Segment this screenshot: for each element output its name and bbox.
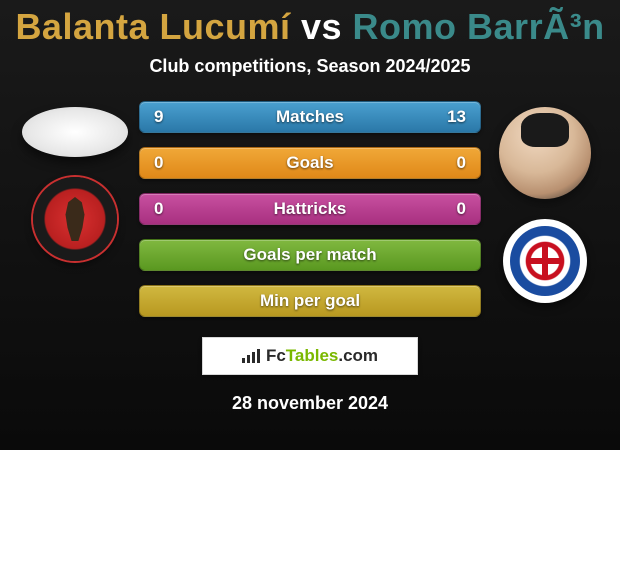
stat-row-hattricks: 0 Hattricks 0 — [139, 193, 481, 225]
brand-prefix: Fc — [266, 346, 286, 365]
left-player-column — [15, 101, 135, 261]
player2-club-badge — [503, 219, 587, 303]
player2-avatar — [499, 107, 591, 199]
stat-label: Goals — [286, 153, 333, 173]
stat-right-value: 0 — [457, 153, 466, 173]
brand-main: Tables — [286, 346, 339, 365]
stat-right-value: 13 — [447, 107, 466, 127]
stat-row-goals-per-match: Goals per match — [139, 239, 481, 271]
page-title: Balanta Lucumí vs Romo BarrÃ³n — [15, 6, 604, 48]
brand-text: FcTables.com — [266, 346, 378, 366]
subtitle: Club competitions, Season 2024/2025 — [149, 56, 470, 77]
stat-label: Min per goal — [260, 291, 360, 311]
bar-chart-icon — [242, 349, 260, 363]
stats-column: 9 Matches 13 0 Goals 0 0 Hattricks 0 Goals per ma… — [135, 101, 485, 317]
stat-row-goals: 0 Goals 0 — [139, 147, 481, 179]
club-cruz-azul-icon — [510, 226, 580, 296]
stat-row-min-per-goal: Min per goal — [139, 285, 481, 317]
date-text: 28 november 2024 — [232, 393, 388, 414]
stat-left-value: 0 — [154, 199, 163, 219]
stat-left-value: 9 — [154, 107, 163, 127]
stat-row-matches: 9 Matches 13 — [139, 101, 481, 133]
comparison-card: Balanta Lucumí vs Romo BarrÃ³n Club comp… — [0, 0, 620, 450]
stat-left-value: 0 — [154, 153, 163, 173]
club-tijuana-icon — [58, 197, 92, 241]
right-player-column — [485, 101, 605, 303]
player1-name: Balanta Lucumí — [15, 6, 290, 47]
player2-name: Romo BarrÃ³n — [353, 6, 605, 47]
main-row: 9 Matches 13 0 Goals 0 0 Hattricks 0 Goals per ma… — [0, 101, 620, 317]
player1-club-badge — [33, 177, 117, 261]
brand-suffix: .com — [338, 346, 378, 365]
stat-label: Hattricks — [274, 199, 347, 219]
brand-box[interactable]: FcTables.com — [202, 337, 418, 375]
stat-label: Goals per match — [243, 245, 376, 265]
player1-avatar — [22, 107, 128, 157]
stat-right-value: 0 — [457, 199, 466, 219]
stat-label: Matches — [276, 107, 344, 127]
vs-text: vs — [291, 6, 353, 47]
